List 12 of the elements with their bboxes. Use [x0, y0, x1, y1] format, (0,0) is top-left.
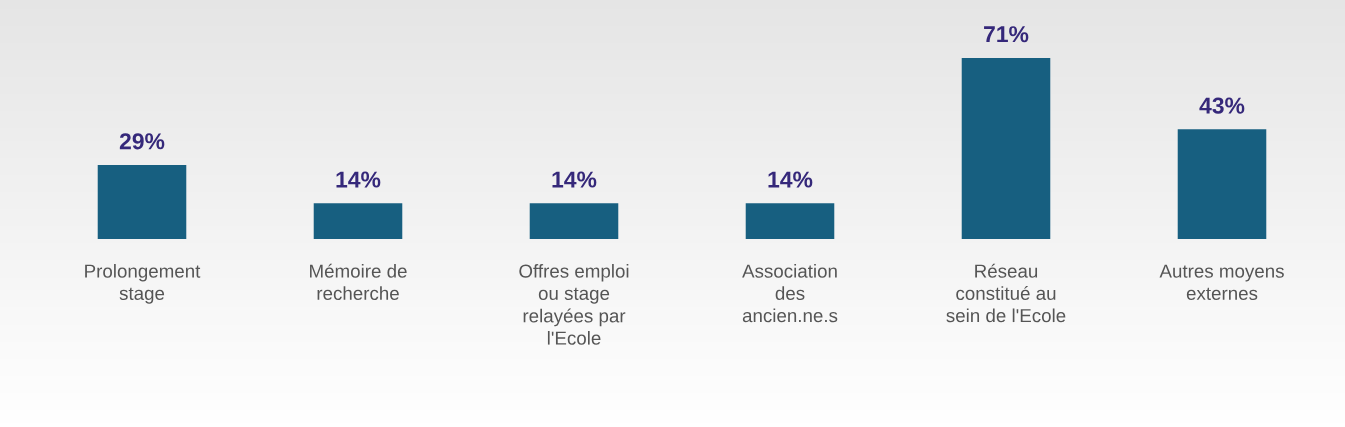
data-label: 14%: [768, 171, 813, 188]
data-label: 14%: [552, 171, 597, 188]
x-tick-label: Association des ancien.ne.s: [742, 264, 838, 323]
data-label: 14%: [336, 171, 381, 188]
data-label: 29%: [119, 133, 165, 150]
data-label: 71%: [984, 26, 1029, 43]
x-tick-label: Prolongement stage: [85, 264, 201, 304]
x-tick-label: Autres moyens externes: [1159, 264, 1284, 301]
x-tick-label: Mémoire de recherche: [310, 263, 407, 301]
data-label: 43%: [1199, 97, 1245, 114]
x-tick-label: Offres emploi ou stage relayées par l'Ecole: [519, 264, 629, 345]
x-tick-label: Réseau constitué au sein de l'Ecole: [946, 263, 1066, 323]
